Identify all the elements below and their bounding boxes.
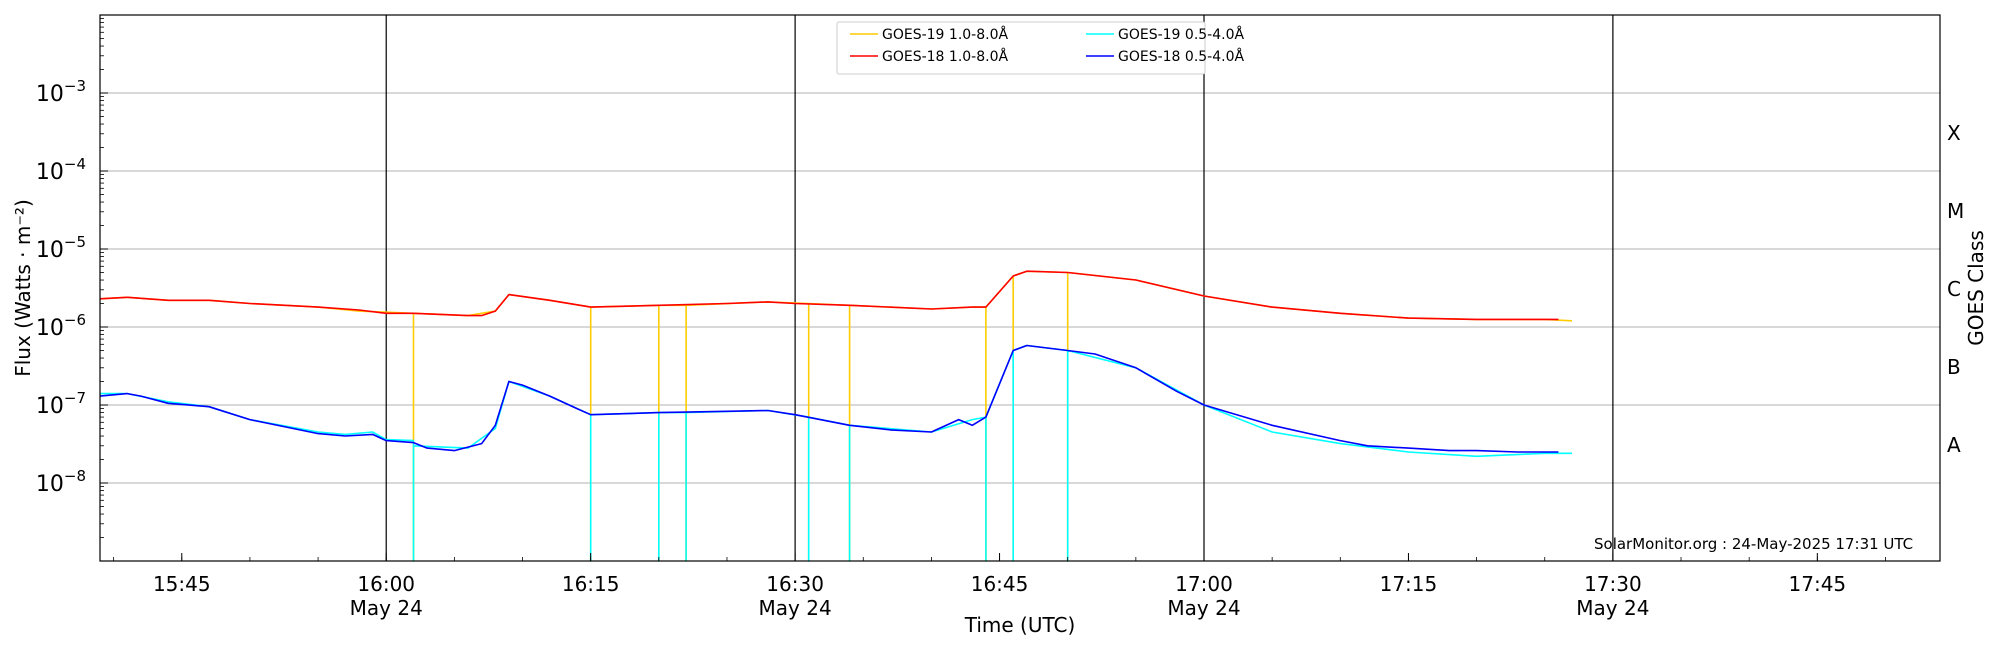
y-tick-label: 10−7 [36, 389, 86, 419]
source-annotation: SolarMonitor.org : 24-May-2025 17:31 UTC [1594, 535, 1913, 553]
axis-ticks [100, 18, 1886, 561]
goes-class-label: C [1947, 277, 1961, 301]
legend-label: GOES-19 1.0-8.0Å [882, 26, 1008, 43]
x-tick-label: 17:45 [1789, 572, 1847, 596]
x-tick-label: 15:45 [153, 572, 211, 596]
plot-frame [99, 14, 1941, 562]
y-tick-label: 10−5 [36, 233, 86, 263]
goes-class-label: B [1947, 355, 1961, 379]
legend-label: GOES-18 0.5-4.0Å [1118, 48, 1244, 65]
x-tick-date-label: May 24 [350, 596, 423, 620]
series-lines [99, 270, 1573, 562]
legend-label: GOES-18 1.0-8.0Å [882, 48, 1008, 65]
x-tick-date-label: May 24 [1167, 596, 1240, 620]
legend: GOES-19 1.0-8.0Å GOES-18 1.0-8.0Å GOES-19 … [836, 21, 1244, 75]
goes-class-label: M [1947, 199, 1964, 223]
series-line [99, 270, 1559, 321]
x-axis-label: Time (UTC) [964, 613, 1076, 637]
x-tick-label: 17:15 [1380, 572, 1438, 596]
x-tick-label: 16:00 [357, 572, 415, 596]
right-y-axis-label: GOES Class [1964, 230, 1988, 346]
y-tick-label: 10−8 [36, 467, 86, 497]
goes-class-label: A [1947, 433, 1961, 457]
series-line [99, 344, 1559, 453]
grid-lines [100, 92, 1940, 484]
y-tick-label: 10−6 [36, 311, 86, 341]
legend-box [836, 21, 1206, 75]
x-tick-label: 16:45 [971, 572, 1029, 596]
x-tick-label: 16:15 [562, 572, 620, 596]
series-line [100, 344, 1572, 562]
x-tick-label: 16:30 [766, 572, 824, 596]
x-tick-date-label: May 24 [1576, 596, 1649, 620]
goes-class-label: X [1947, 121, 1961, 145]
y-tick-label: 10−4 [36, 155, 86, 185]
day-boundary-lines [385, 15, 1614, 561]
x-tick-label: 17:00 [1175, 572, 1233, 596]
legend-label: GOES-19 0.5-4.0Å [1118, 26, 1244, 43]
x-tick-date-label: May 24 [759, 596, 832, 620]
y-axis-label: Flux (Watts · m⁻²) [11, 199, 35, 377]
y-tick-label: 10−3 [36, 77, 86, 107]
x-tick-label: 17:30 [1584, 572, 1642, 596]
